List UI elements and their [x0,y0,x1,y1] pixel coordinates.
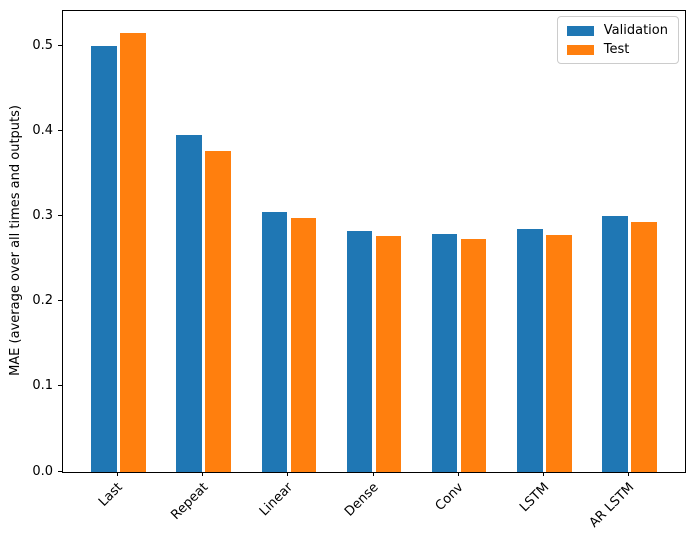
y-tick-mark [58,300,62,302]
bar-test-repeat [205,151,231,472]
legend-label-test: Test [603,42,630,57]
y-tick-label: 0.2 [32,293,53,309]
bar-validation-dense [346,231,373,472]
x-tick-mark [287,472,289,476]
legend-swatch-validation [566,25,594,36]
x-tick-mark [117,472,119,476]
y-axis-ticks: 0.0 0.1 0.2 0.3 0.4 0.5 [0,10,62,479]
bar-validation-lstm [517,228,543,472]
x-tick-label-last: Last [96,480,127,510]
x-tick-label-linear: Linear [257,480,297,520]
y-tick-mark [58,470,62,472]
legend-label-validation: Validation [603,23,668,38]
x-tick-mark [457,472,459,476]
bar-validation-repeat [176,135,202,472]
y-tick-mark [58,45,62,47]
bar-test-linear [290,217,317,472]
legend: Validation Test [556,16,679,64]
bar-test-last [120,33,146,472]
bar-test-ar-lstm [631,221,657,472]
x-axis-ticks: Last Repeat Linear Dense Conv LSTM AR LSTM [62,471,684,543]
x-tick-label-dense: Dense [341,480,382,520]
y-tick-label: 0.3 [32,208,53,224]
bar-validation-ar-lstm [602,215,628,472]
y-tick-mark [58,385,62,387]
y-tick-mark [58,130,62,132]
bar-test-dense [375,236,402,472]
bar-validation-last [91,45,117,472]
legend-entry-test: Test [566,42,668,57]
bar-test-conv [460,238,487,472]
x-tick-label-conv: Conv [432,480,467,514]
x-tick-label-ar-lstm: AR LSTM [586,480,638,531]
x-tick-mark [542,472,544,476]
x-tick-mark [627,472,629,476]
x-tick-mark [372,472,374,476]
y-tick-label: 0.4 [32,123,53,139]
bars-layer [63,11,685,472]
bar-test-lstm [546,234,572,472]
y-tick-label: 0.1 [32,378,53,394]
x-tick-mark [202,472,204,476]
bar-validation-conv [431,233,458,472]
x-tick-label-lstm: LSTM [516,480,552,516]
legend-entry-validation: Validation [566,23,668,38]
y-tick-mark [58,215,62,217]
y-tick-label: 0.0 [32,463,53,479]
legend-swatch-test [566,44,594,55]
bar-validation-linear [261,211,288,472]
x-tick-label-repeat: Repeat [168,480,212,523]
plot-area: Validation Test [62,10,686,473]
y-tick-label: 0.5 [32,38,53,54]
